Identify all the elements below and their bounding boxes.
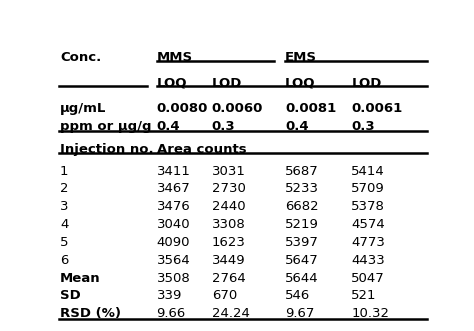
Text: 3308: 3308 [212, 218, 246, 231]
Text: 5219: 5219 [285, 218, 319, 231]
Text: 0.4: 0.4 [156, 120, 180, 133]
Text: µg/mL: µg/mL [60, 102, 106, 115]
Text: 2730: 2730 [212, 182, 246, 195]
Text: SD: SD [60, 290, 81, 303]
Text: 546: 546 [285, 290, 310, 303]
Text: 5397: 5397 [285, 236, 319, 249]
Text: 339: 339 [156, 290, 182, 303]
Text: 9.67: 9.67 [285, 307, 315, 320]
Text: 0.4: 0.4 [285, 120, 309, 133]
Text: 3467: 3467 [156, 182, 191, 195]
Text: 5047: 5047 [351, 272, 385, 285]
Text: 2: 2 [60, 182, 68, 195]
Text: 4433: 4433 [351, 254, 385, 267]
Text: 2764: 2764 [212, 272, 246, 285]
Text: 5414: 5414 [351, 165, 385, 178]
Text: LOD: LOD [212, 77, 242, 90]
Text: Injection no.: Injection no. [60, 143, 154, 156]
Text: 3449: 3449 [212, 254, 246, 267]
Text: 1: 1 [60, 165, 68, 178]
Text: 6: 6 [60, 254, 68, 267]
Text: 3411: 3411 [156, 165, 191, 178]
Text: 0.0080: 0.0080 [156, 102, 208, 115]
Text: LOD: LOD [351, 77, 382, 90]
Text: Mean: Mean [60, 272, 100, 285]
Text: 670: 670 [212, 290, 237, 303]
Text: 0.0081: 0.0081 [285, 102, 337, 115]
Text: 5644: 5644 [285, 272, 319, 285]
Text: 0.3: 0.3 [212, 120, 235, 133]
Text: 0.0061: 0.0061 [351, 102, 402, 115]
Text: 5709: 5709 [351, 182, 385, 195]
Text: 24.24: 24.24 [212, 307, 250, 320]
Text: LOQ: LOQ [285, 77, 316, 90]
Text: 0.3: 0.3 [351, 120, 375, 133]
Text: ppm or µg/g: ppm or µg/g [60, 120, 152, 133]
Text: 10.32: 10.32 [351, 307, 389, 320]
Text: 1623: 1623 [212, 236, 246, 249]
Text: 3508: 3508 [156, 272, 191, 285]
Text: 5233: 5233 [285, 182, 319, 195]
Text: 0.0060: 0.0060 [212, 102, 263, 115]
Text: 4: 4 [60, 218, 68, 231]
Text: 3: 3 [60, 200, 68, 213]
Text: Area counts: Area counts [156, 143, 246, 156]
Text: 3031: 3031 [212, 165, 246, 178]
Text: 5687: 5687 [285, 165, 319, 178]
Text: 5378: 5378 [351, 200, 385, 213]
Text: LOQ: LOQ [156, 77, 187, 90]
Text: MMS: MMS [156, 51, 193, 64]
Text: EMS: EMS [285, 51, 317, 64]
Text: 3040: 3040 [156, 218, 190, 231]
Text: 5647: 5647 [285, 254, 319, 267]
Text: 2440: 2440 [212, 200, 246, 213]
Text: 3476: 3476 [156, 200, 191, 213]
Text: 4090: 4090 [156, 236, 190, 249]
Text: 3564: 3564 [156, 254, 191, 267]
Text: 521: 521 [351, 290, 377, 303]
Text: 9.66: 9.66 [156, 307, 186, 320]
Text: 6682: 6682 [285, 200, 319, 213]
Text: 5: 5 [60, 236, 68, 249]
Text: 4773: 4773 [351, 236, 385, 249]
Text: 4574: 4574 [351, 218, 385, 231]
Text: Conc.: Conc. [60, 51, 101, 64]
Text: RSD (%): RSD (%) [60, 307, 121, 320]
